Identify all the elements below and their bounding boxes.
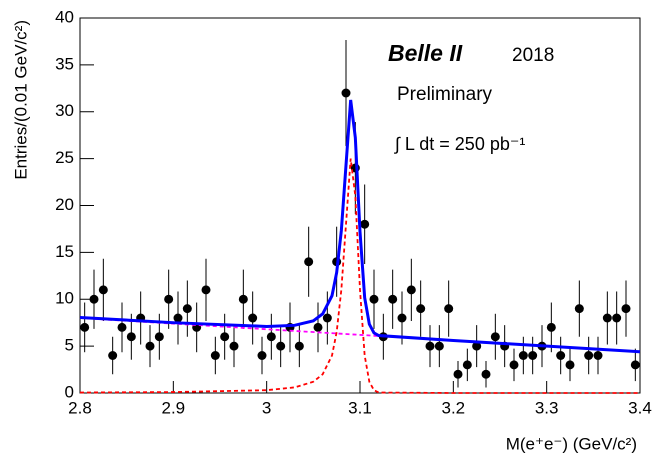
x-tick-label: 3.1 bbox=[348, 398, 372, 417]
data-point bbox=[248, 313, 258, 323]
x-tick-label: 2.9 bbox=[162, 398, 186, 417]
data-point bbox=[173, 313, 183, 323]
preliminary-label: Preliminary bbox=[397, 84, 493, 105]
data-point bbox=[546, 322, 556, 332]
data-point bbox=[397, 313, 407, 323]
x-tick-label: 3 bbox=[262, 398, 271, 417]
data-point bbox=[453, 369, 463, 379]
y-tick-label: 40 bbox=[55, 7, 74, 26]
data-point bbox=[416, 304, 426, 314]
data-point bbox=[266, 332, 276, 342]
x-tick-label: 3.4 bbox=[628, 398, 652, 417]
x-tick-label: 3.3 bbox=[535, 398, 559, 417]
y-tick-label: 25 bbox=[55, 148, 74, 167]
y-tick-label: 15 bbox=[55, 242, 74, 261]
data-point bbox=[257, 351, 267, 360]
y-tick-label: 5 bbox=[65, 336, 74, 355]
data-point bbox=[472, 341, 482, 351]
data-point bbox=[556, 351, 566, 360]
data-point bbox=[117, 322, 127, 332]
data-point bbox=[593, 351, 603, 360]
data-point bbox=[322, 313, 332, 323]
data-point bbox=[425, 341, 435, 351]
data-point bbox=[462, 360, 472, 370]
data-point bbox=[388, 294, 398, 304]
data-point bbox=[98, 285, 108, 295]
y-axis-label: Entries/(0.01 GeV/c²) bbox=[11, 20, 30, 180]
data-point bbox=[89, 294, 99, 304]
data-point bbox=[518, 351, 528, 360]
data-point bbox=[164, 294, 174, 304]
data-point bbox=[294, 341, 304, 351]
data-point bbox=[229, 341, 239, 351]
data-point bbox=[481, 369, 491, 379]
data-point bbox=[565, 360, 575, 370]
data-point bbox=[406, 285, 416, 295]
data-point bbox=[126, 332, 136, 342]
data-point bbox=[201, 285, 211, 295]
data-point bbox=[630, 360, 640, 370]
data-point bbox=[341, 88, 351, 98]
x-tick-label: 3.2 bbox=[442, 398, 466, 417]
data-point bbox=[360, 219, 370, 229]
data-point bbox=[444, 304, 454, 314]
data-point bbox=[434, 341, 444, 351]
luminosity-label: ∫ L dt = 250 pb⁻¹ bbox=[393, 134, 525, 154]
data-point bbox=[490, 332, 500, 342]
data-point bbox=[621, 304, 631, 314]
data-point bbox=[509, 360, 519, 370]
data-point bbox=[574, 304, 584, 314]
y-tick-label: 30 bbox=[55, 101, 74, 120]
x-axis-label: M(e⁺e⁻) (GeV/c²) bbox=[506, 434, 637, 453]
data-point bbox=[276, 341, 286, 351]
data-point bbox=[602, 313, 612, 323]
data-point bbox=[80, 322, 90, 332]
data-point bbox=[313, 322, 323, 332]
data-point bbox=[584, 351, 594, 360]
data-point bbox=[108, 351, 118, 360]
fit-curve bbox=[79, 158, 640, 394]
y-tick-label: 0 bbox=[65, 382, 74, 401]
year-label: 2018 bbox=[512, 45, 554, 66]
data-point bbox=[220, 332, 230, 342]
fit-curve bbox=[79, 99, 641, 354]
data-point bbox=[210, 351, 220, 360]
data-point bbox=[528, 351, 538, 360]
data-point bbox=[238, 294, 248, 304]
data-point bbox=[182, 304, 192, 314]
y-tick-label: 10 bbox=[55, 289, 74, 308]
data-point bbox=[154, 332, 164, 342]
y-tick-label: 20 bbox=[55, 195, 74, 214]
data-point bbox=[369, 294, 379, 304]
y-tick-label: 35 bbox=[55, 54, 74, 73]
data-point bbox=[145, 341, 155, 351]
experiment-label: Belle II bbox=[388, 40, 463, 66]
data-point bbox=[304, 257, 314, 267]
x-tick-label: 2.8 bbox=[68, 398, 92, 417]
data-point bbox=[612, 313, 622, 323]
